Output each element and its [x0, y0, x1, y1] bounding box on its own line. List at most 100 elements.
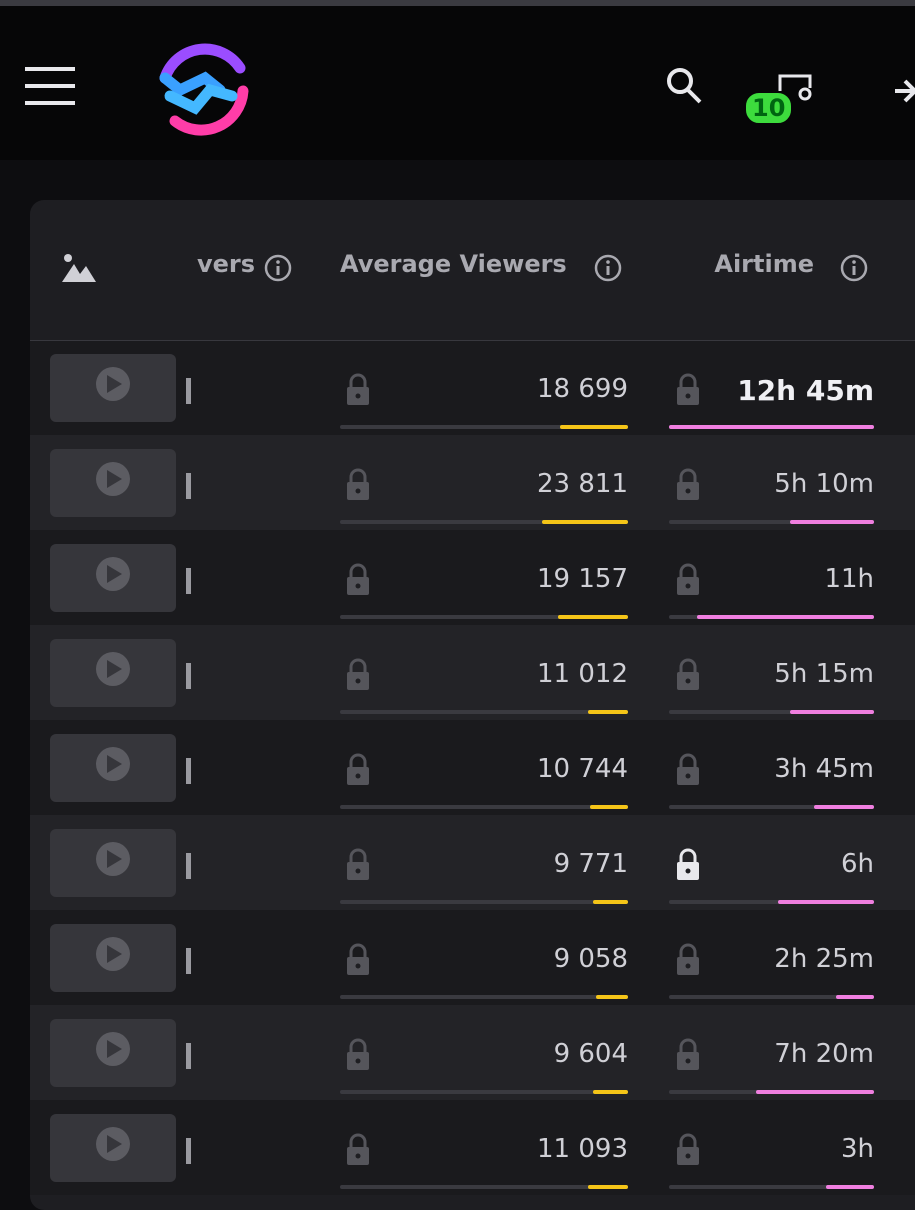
video-thumbnail[interactable] [50, 829, 176, 897]
play-icon [96, 462, 130, 496]
cell-value: 2h 25m [774, 944, 874, 974]
progress-fill [560, 425, 628, 429]
video-thumbnail[interactable] [50, 544, 176, 612]
cell-value: 3h 45m [774, 754, 874, 784]
progress-fill [790, 710, 874, 714]
progress-fill [669, 425, 874, 429]
table-row: 18 699 12h 45m [30, 340, 915, 435]
play-icon [96, 747, 130, 781]
progress-fill [588, 1185, 628, 1189]
progress-fill [558, 615, 628, 619]
progress-fill [593, 900, 628, 904]
table-row: 10 744 3h 45m [30, 720, 915, 815]
settings-icon[interactable] [778, 74, 812, 101]
progress-track [340, 1185, 628, 1189]
cell-value: 12h 45m [737, 374, 874, 407]
truncated-cell [186, 378, 191, 404]
image-icon [62, 254, 96, 282]
table-row: 11 093 3h [30, 1100, 915, 1195]
top-bar: 10 [0, 0, 915, 160]
progress-fill [826, 1185, 874, 1189]
cell-value: 9 604 [553, 1039, 628, 1069]
cell-value: 10 744 [537, 754, 628, 784]
video-thumbnail[interactable] [50, 1019, 176, 1087]
play-icon [96, 367, 130, 401]
play-icon [96, 937, 130, 971]
notification-badge[interactable]: 10 [744, 91, 794, 125]
table-row: 11 012 5h 15m [30, 625, 915, 720]
lock-icon [677, 1133, 699, 1165]
cell-value: 5h 15m [774, 659, 874, 689]
video-thumbnail[interactable] [50, 354, 176, 422]
cell-value: 18 699 [537, 374, 628, 404]
video-thumbnail[interactable] [50, 1114, 176, 1182]
progress-fill [588, 710, 628, 714]
info-icon[interactable] [840, 254, 868, 282]
column-header[interactable]: Average Viewers [340, 250, 567, 278]
progress-track [669, 900, 874, 904]
search-icon[interactable] [667, 68, 702, 104]
progress-track [669, 1185, 874, 1189]
progress-track [340, 710, 628, 714]
table-row: 9 058 2h 25m [30, 910, 915, 1005]
lock-icon [347, 1133, 369, 1165]
lock-icon [347, 1038, 369, 1070]
progress-fill [814, 805, 874, 809]
table-row: 9 604 7h 20m [30, 1005, 915, 1100]
progress-fill [778, 900, 874, 904]
progress-track [340, 805, 628, 809]
lock-icon [677, 848, 699, 880]
progress-fill [596, 995, 628, 999]
progress-track [669, 995, 874, 999]
menu-icon[interactable] [25, 67, 75, 105]
lock-icon [677, 373, 699, 405]
info-icon[interactable] [264, 254, 292, 282]
column-header[interactable]: Airtime [714, 250, 814, 278]
progress-track [340, 995, 628, 999]
column-header[interactable]: vers [196, 250, 255, 278]
lock-icon [677, 943, 699, 975]
progress-fill [836, 995, 874, 999]
lock-icon [347, 373, 369, 405]
truncated-cell [186, 568, 191, 594]
video-thumbnail[interactable] [50, 639, 176, 707]
truncated-cell [186, 1138, 191, 1164]
truncated-cell [186, 758, 191, 784]
progress-track [669, 520, 874, 524]
lock-icon [347, 943, 369, 975]
progress-fill [790, 520, 874, 524]
cell-value: 5h 10m [774, 469, 874, 499]
play-icon [96, 1032, 130, 1066]
info-icon[interactable] [594, 254, 622, 282]
progress-fill [593, 1090, 628, 1094]
progress-fill [756, 1090, 874, 1094]
truncated-cell [186, 473, 191, 499]
cell-value: 19 157 [537, 564, 628, 594]
lock-icon [347, 468, 369, 500]
truncated-cell [186, 663, 191, 689]
cell-value: 6h [840, 849, 874, 879]
cell-value: 23 811 [537, 469, 628, 499]
top-icons [25, 43, 915, 136]
progress-track [669, 710, 874, 714]
video-thumbnail[interactable] [50, 924, 176, 992]
table-card: vers Average Viewers Airtime 18 699 12h 4… [30, 200, 915, 1210]
cell-value: 3h [840, 1134, 874, 1164]
cell-value: 11 012 [537, 659, 628, 689]
progress-track [669, 1090, 874, 1094]
exit-icon[interactable] [895, 79, 915, 103]
table-row: 9 771 6h [30, 815, 915, 910]
header-divider [30, 340, 915, 341]
progress-track [340, 425, 628, 429]
progress-track [340, 520, 628, 524]
logo[interactable] [159, 43, 249, 136]
table-row: 23 811 5h 10m [30, 435, 915, 530]
progress-fill [697, 615, 874, 619]
video-thumbnail[interactable] [50, 449, 176, 517]
progress-track [340, 615, 628, 619]
progress-track [669, 425, 874, 429]
cell-value: 9 771 [553, 849, 628, 879]
video-thumbnail[interactable] [50, 734, 176, 802]
progress-track [340, 900, 628, 904]
